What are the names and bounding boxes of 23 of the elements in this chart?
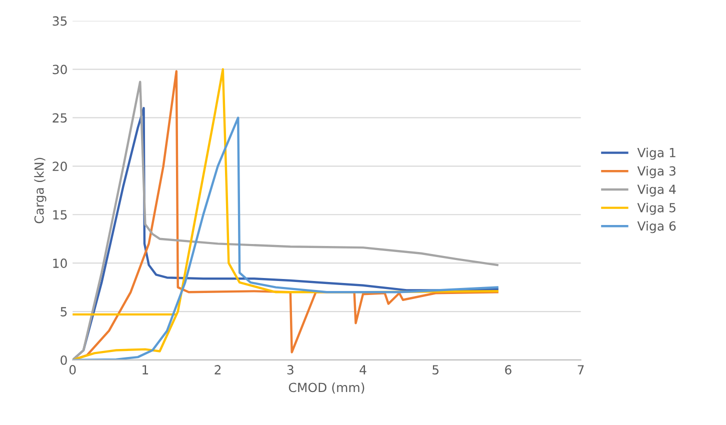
y-tick-label: 5 [60, 307, 67, 316]
x-tick-label: 5 [432, 365, 438, 375]
x-tick-label: 3 [287, 365, 294, 375]
y-tick-label: 35 [52, 16, 67, 26]
x-tick-label: 1 [142, 365, 148, 374]
y-tick-label: 20 [52, 162, 67, 172]
y-tick-label: 30 [52, 64, 67, 74]
y-tick-label: 0 [60, 355, 67, 365]
y-tick-label: 10 [53, 258, 67, 268]
x-tick-label: 6 [505, 365, 512, 375]
legend-label: Viga 4 [637, 184, 676, 196]
y-axis-title: Carga (kN) [34, 158, 46, 224]
x-tick-label: 0 [69, 365, 76, 375]
legend-label: Viga 5 [637, 202, 676, 215]
legend-label: Viga 6 [637, 221, 676, 234]
legend-label: Viga 1 [637, 148, 676, 160]
x-tick-label: 7 [578, 365, 584, 374]
y-tick-label: 25 [52, 113, 67, 123]
x-axis-title: CMOD (mm) [288, 382, 364, 394]
legend-label: Viga 3 [637, 166, 676, 178]
y-tick-label: 15 [53, 210, 67, 220]
x-tick-label: 4 [360, 365, 366, 374]
x-tick-label: 2 [214, 365, 221, 374]
